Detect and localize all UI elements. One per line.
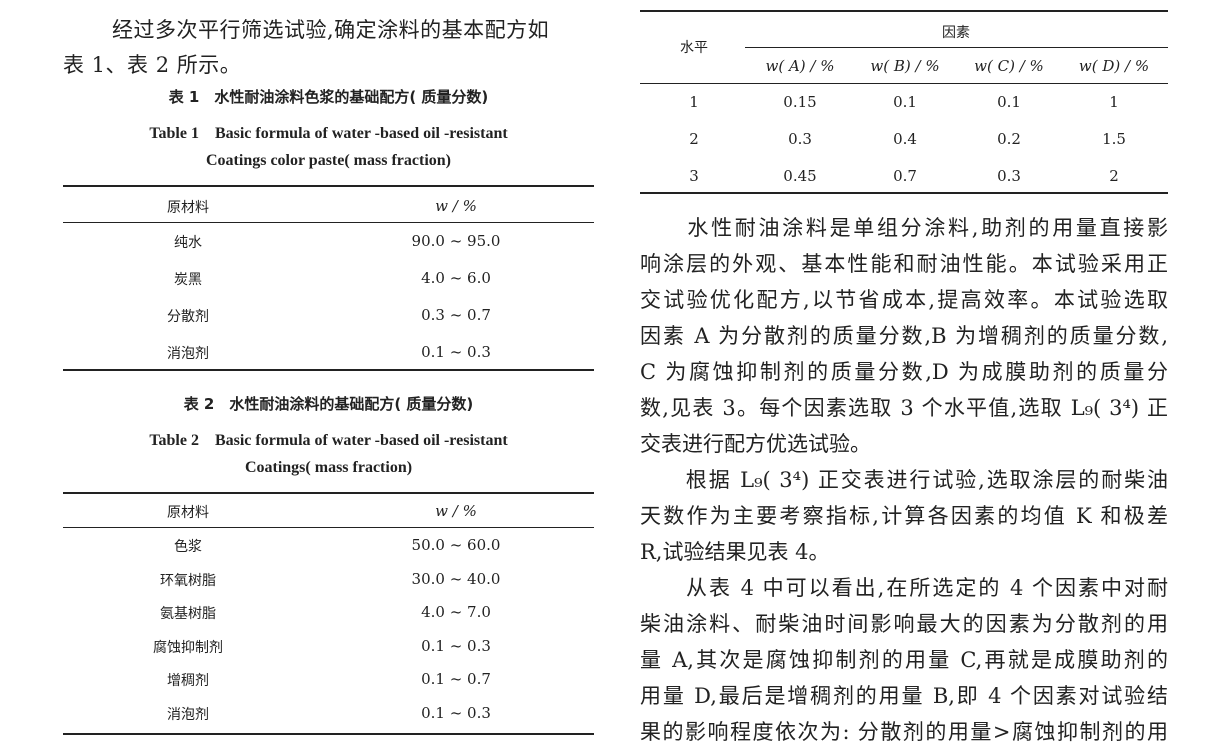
table2-cell-value: 0.1 ~ 0.3: [421, 704, 491, 722]
table1-cell-value: 4.0 ~ 6.0: [421, 269, 491, 287]
table3-header: w( A) / %: [765, 57, 835, 75]
table-rule: [640, 83, 1168, 84]
table3-cell: 2: [689, 130, 699, 148]
table-rule: [63, 492, 594, 494]
paragraph-line: R,试验结果见表 4。: [640, 540, 830, 564]
paragraph-line: 交试验优化配方,以节省成本,提高效率。本试验选取: [640, 288, 1168, 312]
table2-caption-en: Table 2 Basic formula of water -based oi…: [149, 432, 508, 449]
table3-cell: 0.15: [783, 93, 817, 111]
table2-cell-value: 50.0 ~ 60.0: [411, 536, 501, 554]
paragraph-line: 果的影响程度依次为: 分散剂的用量>腐蚀抑制剂的用: [640, 720, 1168, 744]
table1-caption-cn: 表 1 水性耐油涂料色浆的基础配方( 质量分数): [168, 88, 489, 106]
table-rule: [640, 192, 1168, 194]
table1-cell-material: 炭黑: [174, 272, 202, 288]
table2-header: 原材料: [167, 505, 209, 521]
table2-cell-value: 4.0 ~ 7.0: [421, 603, 491, 622]
table1-caption-en: Table 1 Basic formula of water -based oi…: [149, 125, 508, 142]
paragraph-line: 根据 L₉( 3⁴) 正交表进行试验,选取涂层的耐柴油: [640, 468, 1168, 492]
table-rule: [63, 369, 594, 371]
table3-cell: 0.3: [997, 167, 1021, 185]
table2-cell-material: 消泡剂: [167, 707, 209, 723]
table1-caption-en-2: Coatings color paste( mass fraction): [205, 152, 451, 169]
paragraph-line: 交表进行配方优选试验。: [640, 432, 871, 456]
table3-cell: 1: [689, 93, 699, 111]
paragraph-line: 水性耐油涂料是单组分涂料,助剂的用量直接影: [640, 216, 1168, 240]
table2-caption-en-2: Coatings( mass fraction): [244, 459, 413, 476]
table3-factor-header: 因素: [942, 25, 970, 41]
table3-cell: 0.4: [893, 130, 917, 148]
paragraph-line: 量 A,其次是腐蚀抑制剂的用量 C,再就是成膜助剂的: [640, 648, 1168, 672]
table3-cell: 2: [1109, 167, 1119, 185]
table2-cell-material: 腐蚀抑制剂: [153, 639, 223, 656]
table3-cell: 0.3: [788, 130, 812, 148]
table3-cell: 0.2: [997, 130, 1021, 148]
table3-header: w( B) / %: [870, 57, 940, 75]
table2-cell-material: 环氧树脂: [160, 572, 216, 589]
paragraph-line: 因素 A 为分散剂的质量分数,B 为增稠剂的质量分数,: [640, 324, 1168, 348]
paragraph-line: 天数作为主要考察指标,计算各因素的均值 K 和极差: [640, 504, 1168, 528]
table2-cell-value: 0.1 ~ 0.7: [421, 670, 491, 689]
paragraph-line: 数,见表 3。每个因素选取 3 个水平值,选取 L₉( 3⁴) 正: [640, 396, 1168, 420]
table1-header: w / %: [435, 197, 477, 215]
table1-cell-material: 消泡剂: [167, 346, 209, 362]
paragraph-line: 柴油涂料、耐柴油时间影响最大的因素为分散剂的用: [640, 612, 1168, 636]
paragraph-line: C 为腐蚀抑制剂的质量分数,D 为成膜助剂的质量分: [640, 360, 1168, 384]
paragraph-line: 从表 4 中可以看出,在所选定的 4 个因素中对耐: [640, 576, 1168, 600]
table3-cell: 1: [1109, 93, 1119, 111]
table-rule: [63, 527, 594, 528]
table1-cell-value: 0.1 ~ 0.3: [421, 343, 491, 361]
table3-level-header: 水平: [680, 40, 708, 56]
paragraph-line: 用量 D,最后是增稠剂的用量 B,即 4 个因素对试验结: [640, 684, 1168, 708]
table2-header: w / %: [435, 502, 477, 520]
intro-line: 经过多次平行筛选试验,确定涂料的基本配方如: [112, 18, 550, 42]
table3-cell: 0.45: [783, 167, 817, 185]
table3-cell: 0.1: [997, 93, 1021, 111]
table3-cell: 3: [689, 167, 699, 185]
table3-cell: 0.1: [893, 93, 917, 111]
table-rule: [745, 47, 1168, 48]
table-rule: [640, 10, 1168, 12]
table-rule: [63, 185, 594, 187]
table2-cell-value: 30.0 ~ 40.0: [411, 569, 501, 588]
table3-header: w( D) / %: [1078, 57, 1150, 75]
table-rule: [63, 733, 594, 735]
table-rule: [63, 222, 594, 223]
table1-cell-value: 90.0 ~ 95.0: [411, 232, 501, 250]
table3-cell: 1.5: [1102, 130, 1126, 148]
intro-line: 表 1、表 2 所示。: [63, 53, 242, 77]
table2-cell-value: 0.1 ~ 0.3: [421, 636, 491, 655]
paragraph-line: 响涂层的外观、基本性能和耐油性能。本试验采用正: [640, 252, 1168, 276]
table1-cell-value: 0.3 ~ 0.7: [421, 306, 491, 324]
table3-header: w( C) / %: [974, 57, 1044, 75]
table2-cell-material: 氨基树脂: [160, 606, 216, 623]
table1-header: 原材料: [167, 200, 209, 216]
table2-caption-cn: 表 2 水性耐油涂料的基础配方( 质量分数): [183, 395, 474, 413]
table3-cell: 0.7: [893, 167, 917, 185]
table1-cell-material: 分散剂: [167, 309, 209, 325]
table2-cell-material: 增稠剂: [167, 673, 209, 690]
table1-cell-material: 纯水: [174, 235, 202, 251]
table2-cell-material: 色浆: [174, 539, 202, 555]
